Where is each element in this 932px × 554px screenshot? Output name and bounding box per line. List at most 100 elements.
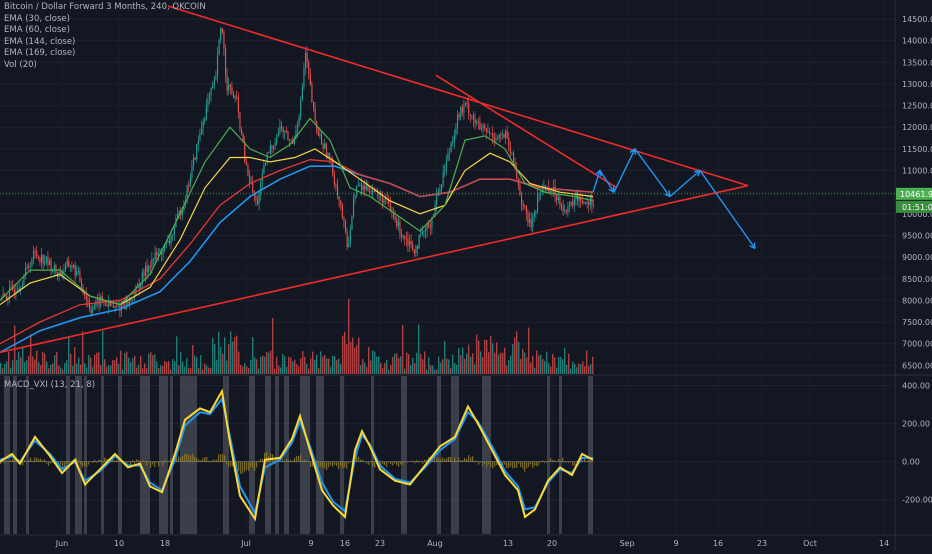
macd-hist-bar xyxy=(290,460,292,463)
candle-body xyxy=(292,140,294,144)
macd-tick-label: 0.00 xyxy=(902,458,920,467)
volume-bar xyxy=(260,356,262,374)
candle-body xyxy=(306,52,308,62)
macd-hist-bar xyxy=(202,458,204,463)
candle-body xyxy=(109,300,111,306)
macd-hist-bar xyxy=(46,461,48,464)
macd-hist-bar xyxy=(304,459,306,463)
volume-bar xyxy=(344,331,346,374)
candle-body xyxy=(193,157,195,166)
candle-body xyxy=(468,103,470,114)
candle-body xyxy=(578,197,580,201)
volume-bar xyxy=(120,350,122,374)
macd-hist-bar xyxy=(538,461,540,466)
macd-hist-bar xyxy=(228,461,230,468)
macd-hist-bar xyxy=(214,459,216,463)
volume-bar xyxy=(524,352,526,374)
candle-body xyxy=(53,265,55,271)
candle-body xyxy=(394,217,396,220)
legend-ema30[interactable]: EMA (30, close) xyxy=(4,13,70,24)
lower-trendline xyxy=(0,184,749,354)
price-tick-label: 9000.00 xyxy=(902,253,932,262)
candle-body xyxy=(282,128,284,133)
macd-hist-bar xyxy=(118,459,120,463)
volume-bar xyxy=(26,359,28,374)
candle-body xyxy=(277,132,279,137)
candle-body xyxy=(570,201,572,205)
candle-body xyxy=(343,217,345,221)
price-tick-label: 7000.00 xyxy=(902,340,932,349)
volume-bar xyxy=(474,364,476,374)
candle-body xyxy=(290,140,292,142)
macd-hist-bar xyxy=(204,456,206,463)
macd-hist-bar xyxy=(198,459,200,463)
volume-bar xyxy=(224,337,226,374)
macd-hist-bar xyxy=(404,461,406,463)
volume-bar xyxy=(250,359,252,374)
macd-hist-bar xyxy=(344,461,346,468)
indicator-band xyxy=(482,376,491,534)
volume-bar xyxy=(566,364,568,374)
candle-body xyxy=(487,131,489,133)
price-tick-label: 13000.00 xyxy=(902,80,932,89)
macd-tick-label: -200.00 xyxy=(902,496,932,505)
chart-legend: Bitcoin / Dollar Forward 3 Months, 240, … xyxy=(4,2,206,71)
macd-hist-bar xyxy=(300,454,302,463)
volume-bar xyxy=(544,360,546,374)
candle-body xyxy=(493,137,495,141)
candle-body xyxy=(455,127,457,136)
macd-hist-bar xyxy=(318,461,320,468)
macd-hist-bar xyxy=(452,460,454,463)
candle-body xyxy=(410,241,412,245)
macd-hist-bar xyxy=(254,461,256,471)
legend-vol[interactable]: Vol (20) xyxy=(4,59,37,70)
candle-body xyxy=(245,161,247,165)
volume-bar xyxy=(156,361,158,374)
volume-bar xyxy=(158,367,160,374)
chart-title[interactable]: Bitcoin / Dollar Forward 3 Months, 240, … xyxy=(4,2,206,12)
candle-body xyxy=(433,214,435,217)
macd-hist-bar xyxy=(490,461,492,467)
volume-bar xyxy=(490,335,492,374)
macd-hist-bar xyxy=(506,461,508,468)
volume-bar xyxy=(388,369,390,374)
candle-body xyxy=(426,222,428,231)
legend-ema144[interactable]: EMA (144, close) xyxy=(4,36,76,47)
legend-ema60[interactable]: EMA (60, close) xyxy=(4,25,70,35)
volume-bar xyxy=(538,355,540,374)
macd-hist-bar xyxy=(134,461,136,465)
macd-hist-bar xyxy=(496,461,498,466)
volume-bar xyxy=(484,339,486,374)
candle-body xyxy=(569,204,571,207)
volume-bar xyxy=(212,337,214,374)
volume-bar xyxy=(60,367,62,374)
candle-body xyxy=(415,245,417,254)
macd-hist-bar xyxy=(156,461,158,463)
candle-body xyxy=(209,95,211,100)
volume-bar xyxy=(360,365,362,374)
legend-ema169[interactable]: EMA (169, close) xyxy=(4,48,76,58)
candle-body xyxy=(145,266,147,276)
candle-body xyxy=(365,185,367,190)
volume-bar xyxy=(12,360,14,374)
candle-body xyxy=(311,85,313,102)
candle-body xyxy=(556,194,558,201)
indicator-title[interactable]: MACD_VXI (13, 21, 8) xyxy=(4,380,96,390)
time-tick-label: Oct xyxy=(803,539,817,548)
price-tick-label: 13500.00 xyxy=(902,58,932,67)
candle-body xyxy=(324,143,326,149)
volume-bar xyxy=(526,357,528,374)
volume-bar xyxy=(572,361,574,374)
macd-hist-bar xyxy=(366,461,368,464)
macd-hist-bar xyxy=(532,461,534,469)
candle-body xyxy=(348,244,350,248)
candle-body xyxy=(164,244,166,251)
volume-bar xyxy=(196,357,198,374)
time-tick-label: 10 xyxy=(114,539,124,548)
volume-bar xyxy=(10,367,12,374)
candle-body xyxy=(357,185,359,187)
volume-bar xyxy=(20,357,22,374)
macd-hist-bar xyxy=(518,461,520,464)
